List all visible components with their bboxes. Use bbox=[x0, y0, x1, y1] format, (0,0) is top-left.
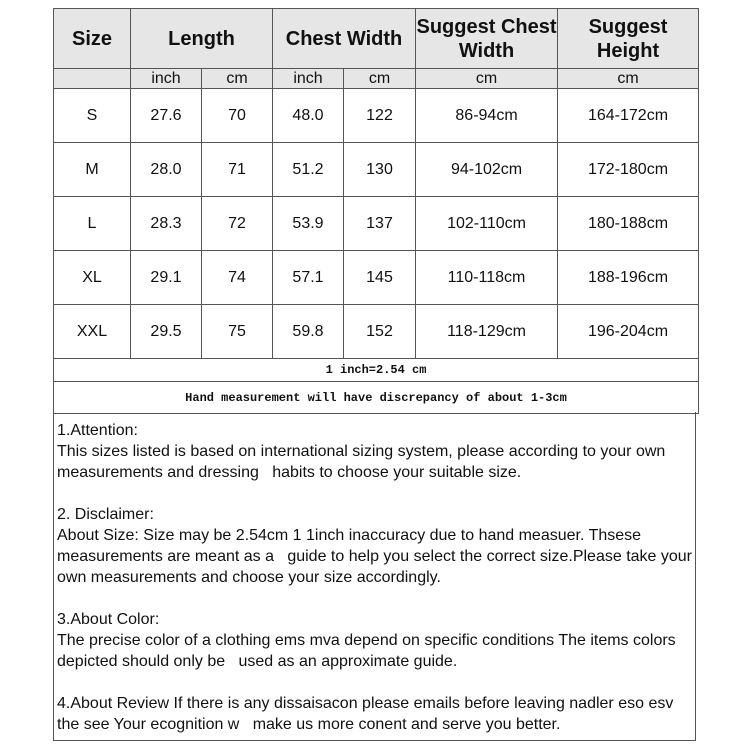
table-row: XL 29.1 74 57.1 145 110-118cm 188-196cm bbox=[53, 250, 700, 305]
table-cell: 137 bbox=[342, 196, 417, 251]
unit: cm bbox=[342, 68, 417, 89]
table-cell: 118-129cm bbox=[415, 304, 559, 359]
table-row: M 28.0 71 51.2 130 94-102cm 172-180cm bbox=[53, 142, 700, 197]
table-cell: 152 bbox=[342, 304, 417, 359]
table-row: L 28.3 72 53.9 137 102-110cm 180-188cm bbox=[53, 196, 700, 251]
table-cell: 53.9 bbox=[272, 196, 344, 251]
table-cell: 86-94cm bbox=[415, 88, 559, 143]
unit: cm bbox=[201, 68, 273, 89]
header-suggest-chest: Suggest Chest Width bbox=[415, 8, 559, 69]
header-suggest-height: Suggest Height bbox=[557, 8, 700, 69]
table-cell: 188-196cm bbox=[557, 250, 700, 305]
note-body: 4.About Review If there is any dissaisac… bbox=[57, 695, 678, 733]
table-cell: 29.5 bbox=[130, 304, 202, 359]
notes-box: 1.Attention: This sizes listed is based o… bbox=[53, 412, 696, 741]
header-chest-width: Chest Width bbox=[271, 8, 417, 69]
unit: cm bbox=[415, 68, 559, 89]
table-cell: 145 bbox=[342, 250, 417, 305]
table-cell: 75 bbox=[201, 304, 273, 359]
note-title: 3.About Color: bbox=[57, 611, 160, 628]
table-row: XXL 29.5 75 59.8 152 118-129cm 196-204cm bbox=[53, 304, 700, 359]
note-section: 1.Attention: This sizes listed is based o… bbox=[57, 420, 692, 483]
header-length: Length bbox=[130, 8, 273, 69]
table-cell: 57.1 bbox=[272, 250, 344, 305]
table-cell: M bbox=[53, 142, 131, 197]
table-cell: 71 bbox=[201, 142, 273, 197]
table-cell: 122 bbox=[342, 88, 417, 143]
table-cell: 59.8 bbox=[272, 304, 344, 359]
table-cell: 48.0 bbox=[272, 88, 344, 143]
table-cell: XL bbox=[53, 250, 131, 305]
note-section: 4.About Review If there is any dissaisac… bbox=[57, 693, 692, 735]
unit-blank bbox=[53, 68, 131, 89]
table-row: S 27.6 70 48.0 122 86-94cm 164-172cm bbox=[53, 88, 700, 143]
table-cell: 172-180cm bbox=[557, 142, 700, 197]
conversion-row: 1 inch=2.54 cm bbox=[52, 358, 700, 382]
note-body: About Size: Size may be 2.54cm 1 1inch i… bbox=[57, 527, 697, 586]
table-cell: 72 bbox=[201, 196, 273, 251]
table-cell: 28.0 bbox=[130, 142, 202, 197]
table-cell: L bbox=[53, 196, 131, 251]
size-chart-table: Size Length Chest Width Suggest Chest Wi… bbox=[52, 8, 700, 414]
table-cell: 196-204cm bbox=[557, 304, 700, 359]
note-section: 3.About Color: The precise color of a clo… bbox=[57, 609, 692, 672]
table-cell: 29.1 bbox=[130, 250, 202, 305]
table-cell: XXL bbox=[53, 304, 131, 359]
table-cell: 164-172cm bbox=[557, 88, 700, 143]
table-cell: 102-110cm bbox=[415, 196, 559, 251]
table-cell: 27.6 bbox=[130, 88, 202, 143]
conversion-note: 1 inch=2.54 cm bbox=[52, 358, 700, 382]
note-body: This sizes listed is based on internatio… bbox=[57, 443, 670, 481]
table-cell: 180-188cm bbox=[557, 196, 700, 251]
header-row: Size Length Chest Width Suggest Chest Wi… bbox=[53, 8, 700, 69]
table-cell: 94-102cm bbox=[415, 142, 559, 197]
unit: inch bbox=[130, 68, 202, 89]
table-cell: 110-118cm bbox=[415, 250, 559, 305]
header-size: Size bbox=[53, 8, 131, 69]
unit: inch bbox=[272, 68, 344, 89]
table-cell: 70 bbox=[201, 88, 273, 143]
discrepancy-row: Hand measurement will have discrepancy o… bbox=[52, 381, 700, 414]
table-cell: S bbox=[53, 88, 131, 143]
note-section: 2. Disclaimer: About Size: Size may be 2.… bbox=[57, 504, 692, 588]
unit-row: inch cm inch cm cm cm bbox=[53, 68, 700, 89]
note-title: 2. Disclaimer: bbox=[57, 506, 154, 523]
table-cell: 28.3 bbox=[130, 196, 202, 251]
note-title: 1.Attention: bbox=[57, 422, 138, 439]
table-cell: 74 bbox=[201, 250, 273, 305]
note-body: The precise color of a clothing ems mva … bbox=[57, 632, 681, 670]
table-cell: 51.2 bbox=[272, 142, 344, 197]
discrepancy-note: Hand measurement will have discrepancy o… bbox=[52, 381, 700, 414]
unit: cm bbox=[557, 68, 700, 89]
table-cell: 130 bbox=[342, 142, 417, 197]
